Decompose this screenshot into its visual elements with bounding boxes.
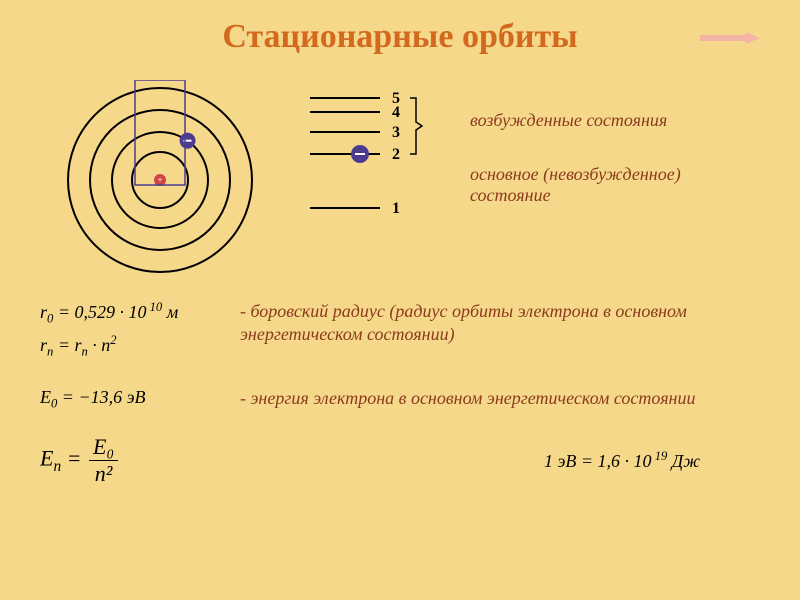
nav-arrow-icon bbox=[700, 32, 760, 51]
svg-text:+: + bbox=[157, 175, 162, 185]
ground-energy-text: - энергия электрона в основном энергетич… bbox=[240, 387, 695, 410]
svg-text:4: 4 bbox=[392, 104, 400, 121]
svg-text:2: 2 bbox=[392, 146, 400, 163]
atom-orbit-diagram: + bbox=[60, 80, 260, 285]
bohr-radius-text: - боровский радиус (радиус орбиты электр… bbox=[240, 300, 740, 347]
formula-en: En = E₀n² bbox=[40, 434, 220, 487]
page-title: Стационарные орбиты bbox=[0, 0, 800, 56]
excited-states-label: возбужденные состояния bbox=[470, 110, 720, 132]
title-text: Стационарные орбиты bbox=[222, 18, 577, 55]
formulas-block: r0 = 0,529 · 10 10 м rn = rn · n2 - боро… bbox=[40, 300, 740, 487]
formula-rn: rn = rn · n2 bbox=[40, 333, 220, 360]
energy-level-labels: возбужденные состояния основное (невозбу… bbox=[470, 100, 730, 207]
formula-ev-conversion: 1 эВ = 1,6 · 10 19 Дж bbox=[544, 449, 700, 472]
energy-levels-diagram: 54321 bbox=[310, 88, 440, 233]
formula-e0: E0 = −13,6 эВ bbox=[40, 387, 220, 412]
svg-text:3: 3 bbox=[392, 124, 400, 141]
svg-text:1: 1 bbox=[392, 200, 400, 217]
ground-state-label: основное (невозбужденное) состояние bbox=[470, 164, 730, 207]
formula-r0: r0 = 0,529 · 10 10 м bbox=[40, 300, 220, 327]
formula-r0-rn: r0 = 0,529 · 10 10 м rn = rn · n2 bbox=[40, 300, 220, 359]
